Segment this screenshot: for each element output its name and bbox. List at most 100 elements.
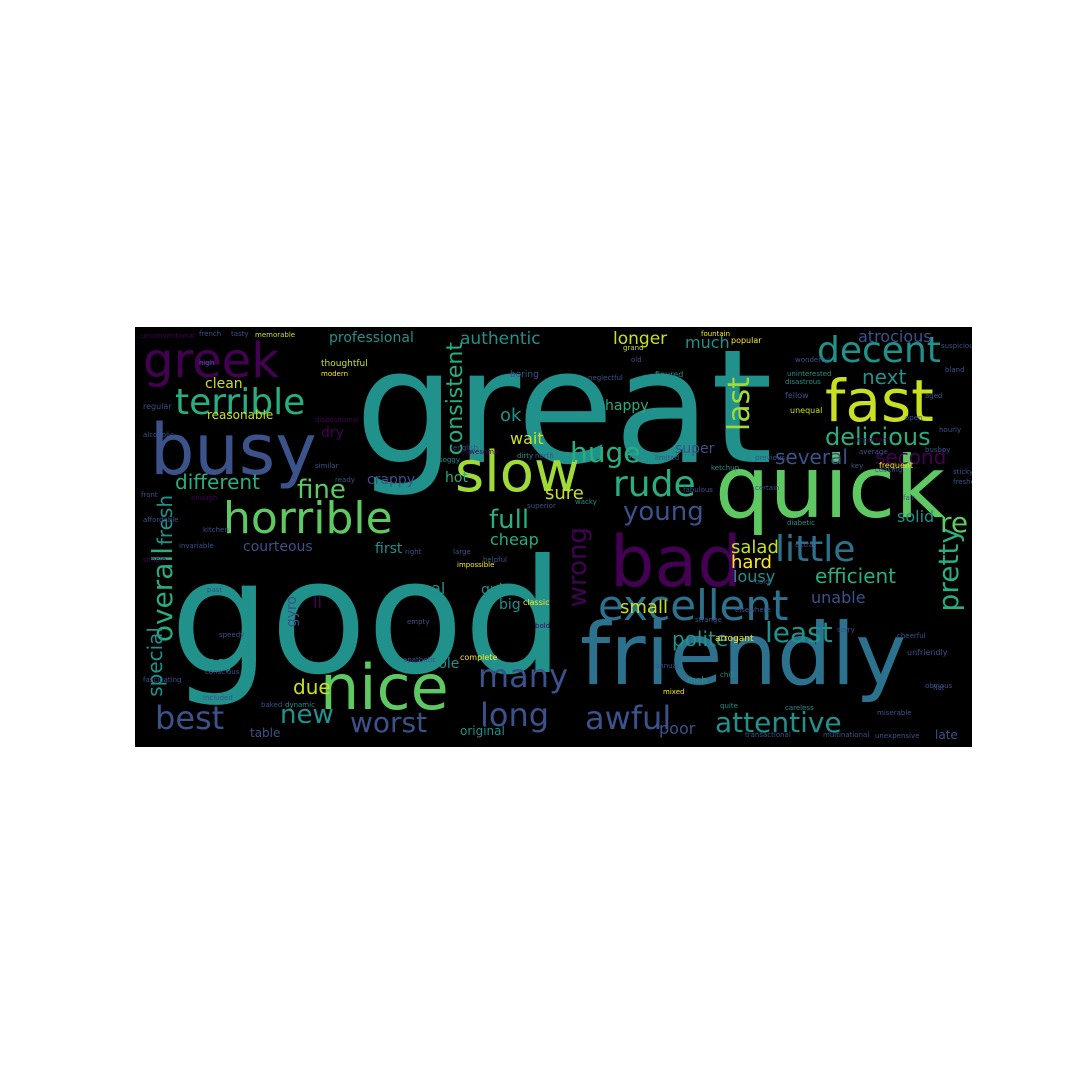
word-fountain: fountain: [701, 330, 731, 338]
word-invariable: invariable: [179, 542, 214, 550]
word-fast: fast: [825, 367, 934, 435]
word-classic: classic: [523, 598, 550, 607]
word-attentive: attentive: [715, 706, 842, 739]
word-neglectful: neglectful: [588, 374, 623, 382]
word-table: table: [250, 726, 281, 740]
word-english: english: [453, 444, 479, 452]
word-simple: simple: [143, 556, 167, 564]
word-superior: superior: [527, 502, 556, 510]
word-big: big: [499, 597, 521, 613]
word-professional: professional: [329, 330, 414, 346]
word-complete: complete: [460, 653, 498, 662]
word-least: least: [765, 616, 833, 649]
word-great: great: [355, 327, 773, 500]
word-figured: figured: [655, 370, 684, 379]
word-efficient: efficient: [815, 564, 897, 588]
word-horrible: horrible: [223, 493, 393, 544]
word-full: full: [489, 505, 530, 535]
word-last: last: [722, 377, 757, 432]
word-kitchen: kitchen: [203, 526, 229, 534]
word-real: real: [415, 579, 446, 598]
word-ok: ok: [500, 405, 522, 426]
word-crappy: crappy: [367, 472, 416, 488]
word-similar: similar: [315, 462, 339, 470]
word-bold: bold: [535, 622, 551, 630]
word-first: first: [375, 541, 403, 557]
word-important: important: [855, 436, 890, 444]
word-busboy: busboy: [925, 446, 951, 454]
word-reasonable: reasonable: [207, 408, 274, 422]
word-thoughtful: thoughtful: [321, 359, 368, 369]
word-alcoholic: alcoholic: [143, 431, 174, 439]
word-careless: careless: [785, 704, 814, 712]
word-elsewhere: elsewhere: [735, 606, 771, 614]
word-polite: polite: [672, 627, 729, 651]
word-modern: modern: [321, 370, 349, 378]
word-fresher: fresher: [953, 478, 972, 486]
word-decent: decent: [817, 330, 941, 371]
word-original: original: [460, 724, 505, 738]
word-conscious: conscious: [205, 668, 240, 676]
word-salad: salad: [731, 537, 779, 558]
word-average: average: [859, 448, 888, 456]
word-uninterested: uninterested: [787, 370, 832, 378]
word-sorry: sorry: [837, 626, 855, 634]
word-helpful: helpful: [483, 556, 507, 564]
word-fascinating: fascinating: [143, 676, 182, 684]
word-wacky: wacky: [575, 498, 597, 506]
word-disastrous: disastrous: [785, 378, 821, 386]
word-delicious: delicious: [825, 423, 931, 451]
word-dynamic: dynamic: [285, 701, 315, 709]
word-unconventional: unconventional: [141, 332, 195, 340]
word-worst: worst: [350, 706, 428, 739]
word-included: included: [203, 694, 233, 702]
word-fair: fair: [903, 494, 915, 502]
word-high: high: [199, 359, 215, 367]
word-quite: quite: [720, 702, 738, 710]
word-poor: poor: [659, 719, 696, 738]
word-lousy: lousy: [733, 567, 776, 586]
word-suspicious: suspicious: [941, 342, 972, 350]
word-north: north: [535, 452, 554, 460]
word-apathetic: apathetic: [403, 656, 437, 664]
word-happy: happy: [605, 398, 649, 414]
word-consistent: consistent: [443, 342, 468, 456]
word-cold: cold: [755, 578, 770, 586]
word-cooking: cooking: [875, 466, 903, 474]
word-re: re: [940, 506, 969, 539]
word-unable: unable: [811, 588, 866, 607]
word-ll: ll: [313, 593, 322, 612]
word-awful: awful: [585, 699, 672, 737]
word-large: large: [453, 548, 471, 556]
word-hourly: hourly: [939, 426, 962, 434]
word-good: good: [170, 526, 564, 710]
word-terrible: terrible: [175, 382, 306, 423]
word-nice: nice: [320, 651, 449, 724]
word-memorable: memorable: [255, 331, 296, 339]
word-dry: dry: [321, 425, 344, 441]
word-dispositional: dispositional: [315, 416, 359, 424]
word-hard: hard: [731, 552, 772, 573]
word-extra: extra: [795, 541, 814, 549]
word-small: small: [620, 597, 668, 618]
word-obvious: obvious: [925, 682, 953, 690]
word-boring: boring: [510, 370, 539, 380]
word-grand: grand: [623, 344, 644, 352]
word-slow: slow: [455, 440, 580, 505]
word-soggy: soggy: [439, 456, 460, 464]
word-special: special: [143, 627, 167, 697]
word-quiet: quiet: [481, 582, 517, 598]
word-certain: certain: [755, 484, 780, 492]
word-fine: fine: [297, 475, 346, 505]
word-popular: popular: [731, 336, 762, 345]
word-affordable: affordable: [143, 516, 179, 524]
word-annual: annual: [655, 662, 679, 670]
word-meh: meh: [687, 676, 708, 686]
word-longer: longer: [613, 329, 668, 349]
word-super: super: [675, 441, 715, 457]
word-several: several: [775, 445, 848, 469]
word-clean: clean: [205, 376, 243, 392]
word-front: front: [141, 491, 158, 499]
word-empty: empty: [407, 618, 430, 626]
word-much: much: [685, 333, 730, 352]
